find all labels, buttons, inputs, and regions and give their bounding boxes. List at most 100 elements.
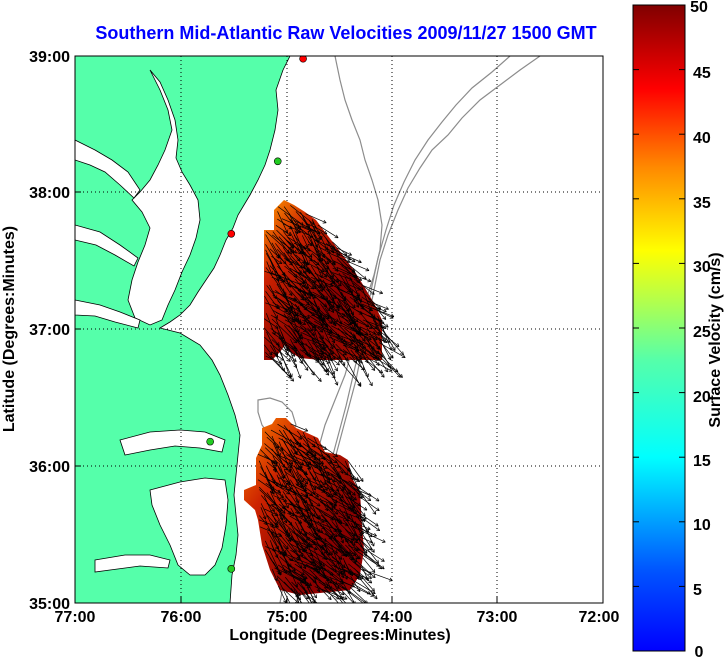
velocity-arrow-head: [322, 268, 325, 272]
velocity-arrow-head: [322, 357, 326, 361]
velocity-arrow-head: [303, 519, 307, 522]
velocity-arrow: [266, 331, 278, 356]
velocity-arrow: [260, 503, 274, 528]
velocity-arrow: [271, 461, 277, 473]
velocity-arrow-head: [351, 494, 356, 496]
velocity-arrow: [265, 291, 279, 309]
velocity-arrow-head: [339, 475, 343, 480]
velocity-arrow: [311, 504, 342, 523]
velocity-arrow-head: [350, 477, 354, 481]
velocity-arrow: [271, 332, 296, 350]
station-marker: [227, 565, 236, 573]
velocity-arrow: [296, 558, 327, 571]
velocity-arrow-head: [283, 278, 286, 283]
velocity-arrow: [337, 534, 354, 543]
velocity-arrow: [275, 270, 293, 296]
velocity-arrow-head: [386, 341, 390, 343]
velocity-arrow-head: [358, 292, 361, 297]
velocity-arrow-head: [297, 556, 301, 561]
velocity-arrow: [265, 313, 276, 336]
velocity-arrow-head: [320, 529, 324, 533]
velocity-arrow-head: [378, 307, 381, 311]
velocity-arrow: [302, 270, 323, 292]
velocity-arrow: [327, 461, 340, 468]
velocity-arrow-head: [341, 570, 346, 574]
velocity-arrow: [278, 441, 291, 472]
velocity-arrow-head: [335, 308, 340, 312]
velocity-arrow: [321, 473, 336, 483]
velocity-arrow: [282, 301, 300, 322]
velocity-arrow-head: [288, 232, 292, 236]
velocity-arrow-head: [326, 368, 328, 373]
velocity-arrow-head: [318, 237, 323, 240]
velocity-arrow-head: [279, 533, 283, 537]
velocity-arrow: [348, 264, 367, 280]
velocity-arrow: [350, 331, 369, 363]
velocity-arrow-head: [297, 550, 301, 553]
velocity-arrow: [291, 581, 309, 600]
velocity-arrow-head: [342, 353, 347, 356]
velocity-arrows-north: [263, 205, 406, 387]
velocity-arrow: [330, 331, 364, 345]
velocity-arrow: [271, 276, 285, 283]
velocity-arrow: [350, 484, 362, 499]
velocity-arrow-head: [319, 331, 323, 333]
velocity-arrow-head: [333, 504, 336, 508]
velocity-arrow-head: [331, 551, 333, 555]
velocity-arrow-head: [346, 357, 349, 361]
velocity-arrow-head: [353, 600, 355, 603]
velocity-arrow-head: [328, 354, 332, 358]
velocity-arrow-head: [298, 271, 302, 275]
velocity-arrow: [284, 576, 301, 597]
velocity-arrow-head: [318, 305, 321, 310]
velocity-arrow-head: [296, 231, 301, 234]
velocity-arrow-head: [371, 570, 376, 573]
velocity-arrow-head: [359, 555, 361, 560]
velocity-arrow: [277, 300, 291, 315]
velocity-arrow: [293, 235, 313, 258]
velocity-arrow: [378, 321, 396, 351]
velocity-arrow-head: [286, 482, 291, 486]
map-title: Southern Mid-Atlantic Raw Velocities 200…: [95, 23, 596, 43]
velocity-arrow: [336, 474, 364, 498]
velocity-arrow: [313, 356, 330, 376]
velocity-arrow-head: [352, 258, 356, 262]
velocity-arrow-head: [310, 288, 314, 290]
velocity-arrow-head: [330, 501, 333, 505]
velocity-arrow-head: [375, 333, 380, 336]
velocity-arrow-head: [323, 219, 327, 224]
velocity-arrow: [319, 278, 346, 302]
velocity-arrow-head: [355, 577, 359, 580]
velocity-arrow: [303, 477, 334, 492]
velocity-arrow-head: [348, 256, 352, 261]
velocity-arrow-head: [347, 605, 348, 608]
velocity-arrow-head: [275, 460, 279, 464]
velocity-arrow-head: [338, 252, 340, 256]
velocity-arrow: [295, 591, 302, 603]
velocity-arrow-head: [303, 245, 307, 250]
velocity-arrow-head: [313, 228, 317, 233]
velocity-arrow-head: [283, 509, 286, 514]
velocity-arrow-head: [311, 543, 316, 546]
velocity-arrow-head: [358, 533, 362, 537]
velocity-arrow-head: [281, 511, 286, 514]
velocity-arrow-head: [372, 291, 375, 295]
velocity-arrow-head: [367, 281, 372, 283]
velocity-arrow-head: [320, 473, 324, 477]
velocity-arrow: [325, 272, 347, 301]
velocity-arrow-head: [353, 552, 357, 556]
velocity-arrow-head: [342, 591, 345, 595]
velocity-arrow: [323, 253, 339, 272]
velocity-arrow: [263, 455, 276, 464]
velocity-arrow-head: [331, 357, 336, 360]
station-marker: [273, 157, 282, 166]
velocity-arrow-head: [323, 318, 326, 322]
velocity-arrow: [351, 523, 367, 557]
station-marker: [227, 229, 236, 238]
velocity-arrow-head: [370, 579, 373, 584]
velocity-arrow: [343, 480, 372, 501]
velocity-arrow-head: [287, 480, 290, 484]
velocity-arrow-head: [305, 427, 309, 432]
velocity-arrow: [378, 342, 406, 358]
velocity-arrow-head: [333, 535, 338, 537]
